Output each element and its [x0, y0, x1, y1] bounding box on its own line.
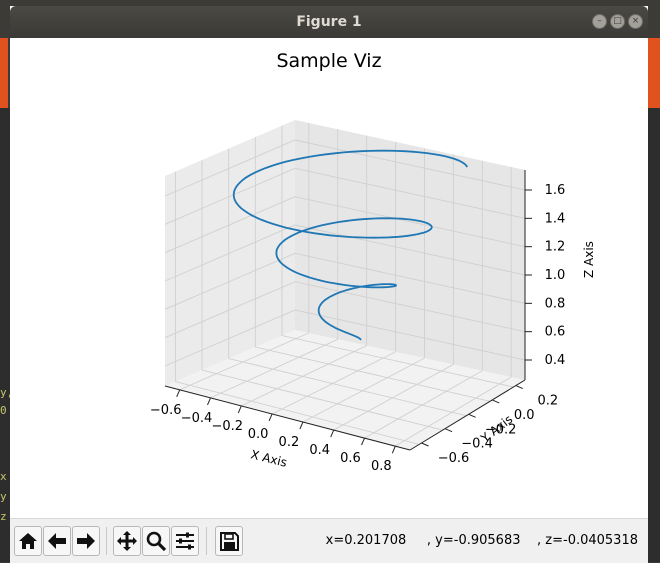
background-panel — [646, 38, 660, 108]
grid-line — [271, 351, 396, 415]
terminal-text: y, — [0, 386, 14, 399]
y-tick-label: 0.2 — [537, 394, 558, 409]
grid-line — [164, 196, 526, 254]
back-button[interactable] — [43, 526, 71, 556]
grid-line — [164, 252, 526, 310]
x-tick-label: 0.4 — [309, 443, 330, 458]
forward-icon — [77, 533, 95, 549]
forward-button[interactable] — [72, 526, 100, 556]
x-tick — [330, 429, 335, 438]
x-axis-label: X Axis — [249, 447, 288, 470]
z-tick-label: 1.2 — [545, 240, 566, 255]
terminal-text: y — [0, 490, 7, 503]
helix-line — [232, 149, 468, 341]
background-terminal — [648, 108, 660, 562]
y-tick — [468, 413, 476, 418]
grid-line — [179, 332, 309, 391]
configure-icon — [176, 532, 194, 550]
grid-line — [364, 370, 483, 439]
z-tick-label: 0.8 — [545, 296, 566, 311]
y-tick-label: −0.6 — [438, 451, 470, 466]
grid-line — [175, 381, 420, 445]
x-tick — [268, 413, 273, 422]
coordinate-readout: x=0.201708 , y=-0.905683 , z=-0.0405318 — [325, 533, 638, 548]
save-icon — [220, 532, 239, 551]
x-tick-label: −0.6 — [150, 403, 182, 418]
figure-window: Figure 1 – □ × Sample Viz −0.6 −0.4 −0.2 0.… — [10, 6, 648, 563]
y-tick — [515, 385, 523, 390]
x-tick — [237, 405, 242, 414]
pan-icon — [117, 531, 137, 551]
pan-button[interactable] — [113, 526, 141, 556]
z-tick-label: 0.4 — [545, 353, 566, 368]
grid-line — [228, 358, 467, 417]
terminal-text: 0 — [0, 404, 7, 417]
toolbar-separator — [206, 527, 207, 555]
zoom-button[interactable] — [142, 526, 170, 556]
z-tick-label: 1.0 — [545, 268, 566, 283]
x-tick — [207, 397, 211, 406]
x-tick-label: 0.8 — [371, 459, 392, 474]
terminal-text: z — [0, 510, 7, 523]
minimize-button[interactable]: – — [592, 14, 607, 29]
plot-title: Sample Viz — [276, 50, 382, 72]
configure-subplots-button[interactable] — [171, 526, 199, 556]
floor-pane — [165, 330, 525, 450]
window-title: Figure 1 — [296, 14, 362, 30]
x-tick-label: 0.2 — [279, 435, 300, 450]
grid-line — [164, 167, 526, 225]
grid-line — [241, 345, 367, 407]
zoom-icon — [146, 531, 167, 552]
y-tick-label: 0.0 — [514, 408, 535, 423]
grid-line — [164, 224, 526, 282]
background-panel — [0, 38, 8, 108]
minimize-icon: – — [597, 16, 602, 26]
back-icon — [48, 533, 66, 549]
z-tick-label: 1.6 — [545, 183, 566, 198]
plot-3d-axes: −0.6−0.4−0.20.00.20.40.60.8−0.6−0.4−0.20… — [150, 120, 596, 474]
x-tick — [176, 389, 181, 398]
x-tick — [299, 421, 304, 430]
x-axis-line — [164, 385, 411, 451]
grid-line — [281, 335, 514, 388]
grid-line — [210, 338, 338, 399]
close-button[interactable]: × — [628, 14, 643, 29]
y-tick — [421, 442, 429, 447]
grid-line — [164, 309, 526, 367]
x-tick — [391, 445, 396, 454]
y-tick-label: −0.2 — [485, 422, 517, 437]
toolbar-separator — [106, 527, 107, 555]
home-button[interactable] — [14, 526, 42, 556]
grid-line — [255, 346, 491, 402]
y-tick — [492, 399, 500, 404]
x-tick — [361, 437, 365, 446]
y-tick-label: −0.4 — [461, 437, 493, 452]
terminal-text: x — [0, 470, 7, 483]
grid-line — [164, 139, 526, 197]
title-bar[interactable]: Figure 1 – □ × — [10, 6, 648, 38]
background-terminal — [0, 108, 10, 562]
home-icon — [19, 533, 37, 549]
x-tick-label: 0.0 — [248, 427, 269, 442]
y-axis-line — [409, 379, 526, 451]
x-tick-label: −0.4 — [181, 411, 213, 426]
grid-line — [333, 364, 454, 431]
z-axis-label: Z Axis — [582, 241, 596, 278]
grid-line — [395, 376, 512, 447]
z-tick-label: 0.6 — [545, 325, 566, 340]
navigation-toolbar: x=0.201708 , y=-0.905683 , z=-0.0405318 — [10, 518, 648, 563]
x-tick-label: 0.6 — [340, 451, 361, 466]
grid-line — [164, 281, 526, 339]
grid-line — [302, 357, 425, 423]
close-icon: × — [631, 16, 640, 26]
save-button[interactable] — [215, 526, 243, 556]
grid-line — [201, 369, 443, 431]
plot-canvas[interactable]: Sample Viz −0.6 −0.4 −0.2 0.0 0.2 0.4 0.6 0.8 −0… — [10, 38, 648, 518]
maximize-button[interactable]: □ — [610, 14, 625, 29]
maximize-icon: □ — [613, 16, 622, 26]
y-tick — [444, 428, 453, 433]
x-tick-label: −0.2 — [212, 419, 244, 434]
z-tick-label: 1.4 — [545, 211, 566, 226]
